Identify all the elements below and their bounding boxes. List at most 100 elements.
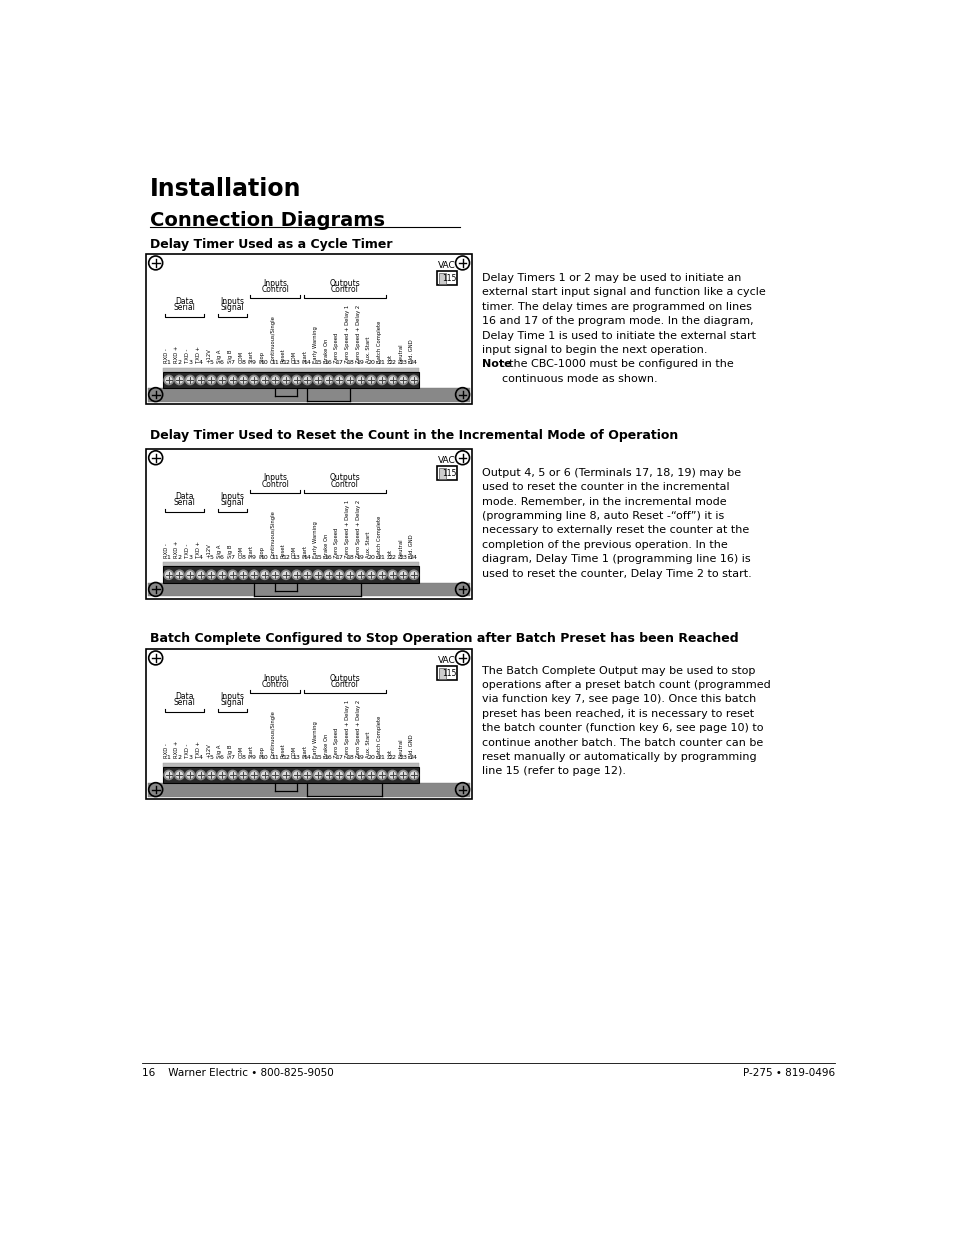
Circle shape bbox=[366, 771, 375, 779]
Circle shape bbox=[389, 377, 395, 383]
Circle shape bbox=[335, 571, 344, 579]
Text: Hot: Hot bbox=[387, 354, 392, 363]
Text: 13: 13 bbox=[293, 756, 300, 761]
Text: 9: 9 bbox=[252, 756, 255, 761]
Bar bbox=[163, 372, 418, 389]
Circle shape bbox=[272, 377, 278, 383]
Text: RXD -: RXD - bbox=[164, 743, 169, 758]
Circle shape bbox=[335, 772, 342, 778]
Circle shape bbox=[292, 771, 301, 779]
Circle shape bbox=[219, 572, 225, 578]
Text: Brake On: Brake On bbox=[323, 338, 328, 363]
Text: 14: 14 bbox=[303, 556, 311, 561]
Text: 22: 22 bbox=[388, 756, 396, 761]
Circle shape bbox=[345, 571, 355, 579]
Text: 17: 17 bbox=[335, 556, 343, 561]
Circle shape bbox=[176, 572, 182, 578]
Text: Hot: Hot bbox=[387, 548, 392, 558]
Bar bbox=[148, 783, 470, 797]
Bar bbox=[438, 273, 446, 284]
Text: Early Warning: Early Warning bbox=[313, 326, 317, 363]
Circle shape bbox=[251, 772, 256, 778]
Text: Control: Control bbox=[261, 679, 289, 689]
Text: TXD -: TXD - bbox=[185, 743, 190, 758]
Text: 4: 4 bbox=[198, 756, 202, 761]
Circle shape bbox=[238, 771, 248, 779]
Circle shape bbox=[411, 572, 416, 578]
Text: 12: 12 bbox=[282, 361, 290, 366]
Text: 16    Warner Electric • 800-825-9050: 16 Warner Electric • 800-825-9050 bbox=[142, 1068, 334, 1078]
Circle shape bbox=[281, 375, 291, 384]
Circle shape bbox=[187, 377, 193, 383]
Text: Control: Control bbox=[331, 479, 358, 489]
Text: 1: 1 bbox=[167, 361, 171, 366]
Circle shape bbox=[219, 377, 225, 383]
Circle shape bbox=[271, 571, 280, 579]
Circle shape bbox=[164, 571, 173, 579]
Text: Start: Start bbox=[302, 350, 307, 363]
Text: Inputs: Inputs bbox=[263, 673, 287, 683]
Text: 11: 11 bbox=[272, 756, 279, 761]
Text: 17: 17 bbox=[335, 361, 343, 366]
Circle shape bbox=[230, 377, 235, 383]
Bar bbox=[146, 648, 472, 799]
Text: TXD -: TXD - bbox=[185, 543, 190, 558]
Text: Control: Control bbox=[331, 679, 358, 689]
Text: 16: 16 bbox=[324, 361, 333, 366]
Text: COM: COM bbox=[238, 746, 243, 758]
Text: 21: 21 bbox=[377, 556, 385, 561]
Text: 12: 12 bbox=[282, 756, 290, 761]
Circle shape bbox=[197, 572, 204, 578]
Text: Signal: Signal bbox=[220, 304, 244, 312]
Circle shape bbox=[335, 771, 344, 779]
Bar bbox=[163, 763, 418, 767]
Circle shape bbox=[260, 771, 269, 779]
Bar bbox=[163, 562, 418, 567]
Text: COM: COM bbox=[292, 351, 296, 363]
Text: Inputs: Inputs bbox=[263, 279, 287, 288]
Text: Outputs: Outputs bbox=[329, 473, 359, 483]
Circle shape bbox=[324, 571, 333, 579]
Circle shape bbox=[230, 572, 235, 578]
Text: 3: 3 bbox=[188, 756, 192, 761]
Text: Continuous/Single: Continuous/Single bbox=[270, 510, 275, 558]
Text: Brake On: Brake On bbox=[323, 534, 328, 558]
Circle shape bbox=[249, 571, 258, 579]
Text: Sig A: Sig A bbox=[216, 745, 222, 758]
Text: 23: 23 bbox=[398, 361, 407, 366]
Circle shape bbox=[208, 572, 214, 578]
Text: 15: 15 bbox=[314, 756, 321, 761]
Text: Early Warning: Early Warning bbox=[313, 721, 317, 758]
Text: Sig B: Sig B bbox=[228, 545, 233, 558]
Circle shape bbox=[313, 375, 322, 384]
Circle shape bbox=[376, 771, 386, 779]
Circle shape bbox=[217, 571, 227, 579]
Text: 2: 2 bbox=[177, 756, 181, 761]
Text: 1: 1 bbox=[167, 556, 171, 561]
Circle shape bbox=[304, 377, 310, 383]
Text: Reset: Reset bbox=[281, 543, 286, 558]
Text: RXD -: RXD - bbox=[164, 543, 169, 558]
Text: COM: COM bbox=[238, 351, 243, 363]
Text: Stop: Stop bbox=[259, 351, 264, 363]
Text: Inputs: Inputs bbox=[220, 492, 244, 501]
Text: Outputs: Outputs bbox=[329, 279, 359, 288]
Circle shape bbox=[313, 771, 322, 779]
Text: 18: 18 bbox=[346, 756, 354, 761]
Circle shape bbox=[249, 771, 258, 779]
Text: 22: 22 bbox=[388, 361, 396, 366]
Circle shape bbox=[378, 377, 384, 383]
Circle shape bbox=[345, 771, 355, 779]
Text: Batch Complete: Batch Complete bbox=[376, 715, 381, 758]
Text: Stop: Stop bbox=[259, 546, 264, 558]
Bar bbox=[438, 468, 446, 478]
Text: Neutral: Neutral bbox=[397, 343, 403, 363]
Circle shape bbox=[228, 375, 237, 384]
Circle shape bbox=[304, 572, 310, 578]
Text: P-275 • 819-0496: P-275 • 819-0496 bbox=[742, 1068, 835, 1078]
Circle shape bbox=[164, 771, 173, 779]
Text: 8: 8 bbox=[241, 556, 245, 561]
Text: Inputs: Inputs bbox=[220, 298, 244, 306]
Circle shape bbox=[292, 375, 301, 384]
Circle shape bbox=[238, 571, 248, 579]
